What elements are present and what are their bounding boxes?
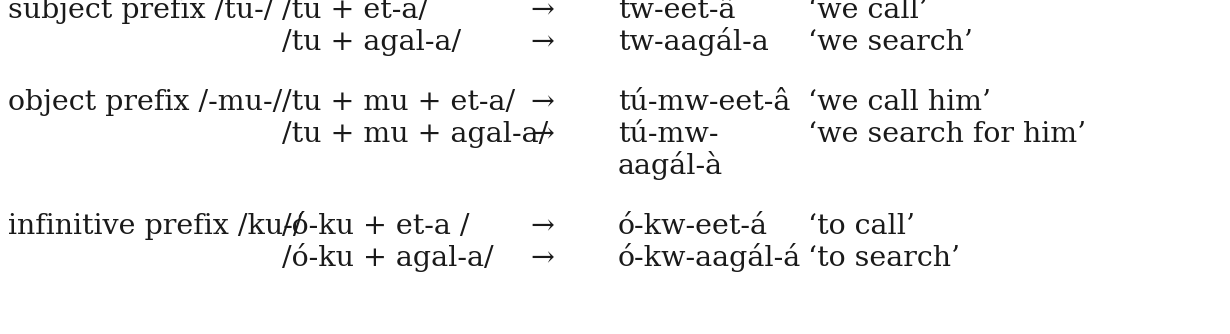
Text: ó-kw-aagál-á: ó-kw-aagál-á <box>617 243 801 272</box>
Text: ó-kw-eet-á: ó-kw-eet-á <box>617 213 768 240</box>
Text: /tu + mu + agal-a/: /tu + mu + agal-a/ <box>282 121 549 148</box>
Text: →: → <box>530 213 554 240</box>
Text: object prefix /-mu-/: object prefix /-mu-/ <box>9 89 282 116</box>
Text: →: → <box>530 29 554 56</box>
Text: →: → <box>530 89 554 116</box>
Text: aagál-à: aagál-à <box>617 151 723 180</box>
Text: tw-eet-â: tw-eet-â <box>617 0 736 24</box>
Text: tw-aagál-a: tw-aagál-a <box>617 27 769 56</box>
Text: /tu + mu + et-a/: /tu + mu + et-a/ <box>282 89 515 116</box>
Text: subject prefix /tu-/: subject prefix /tu-/ <box>9 0 273 24</box>
Text: /ó-ku + agal-a/: /ó-ku + agal-a/ <box>282 243 493 272</box>
Text: →: → <box>530 245 554 272</box>
Text: ‘we call’: ‘we call’ <box>808 0 927 24</box>
Text: tú-mw-eet-â: tú-mw-eet-â <box>617 89 791 116</box>
Text: ‘to call’: ‘to call’ <box>808 213 915 240</box>
Text: →: → <box>530 0 554 24</box>
Text: /tu + agal-a/: /tu + agal-a/ <box>282 29 461 56</box>
Text: →: → <box>530 121 554 148</box>
Text: tú-mw-: tú-mw- <box>617 121 718 148</box>
Text: /ó-ku + et-a /: /ó-ku + et-a / <box>282 213 470 240</box>
Text: infinitive prefix /ku-/: infinitive prefix /ku-/ <box>9 213 303 240</box>
Text: ‘we search for him’: ‘we search for him’ <box>808 121 1086 148</box>
Text: ‘we call him’: ‘we call him’ <box>808 89 991 116</box>
Text: ‘to search’: ‘to search’ <box>808 245 959 272</box>
Text: /tu + et-a/: /tu + et-a/ <box>282 0 428 24</box>
Text: ‘we search’: ‘we search’ <box>808 29 973 56</box>
